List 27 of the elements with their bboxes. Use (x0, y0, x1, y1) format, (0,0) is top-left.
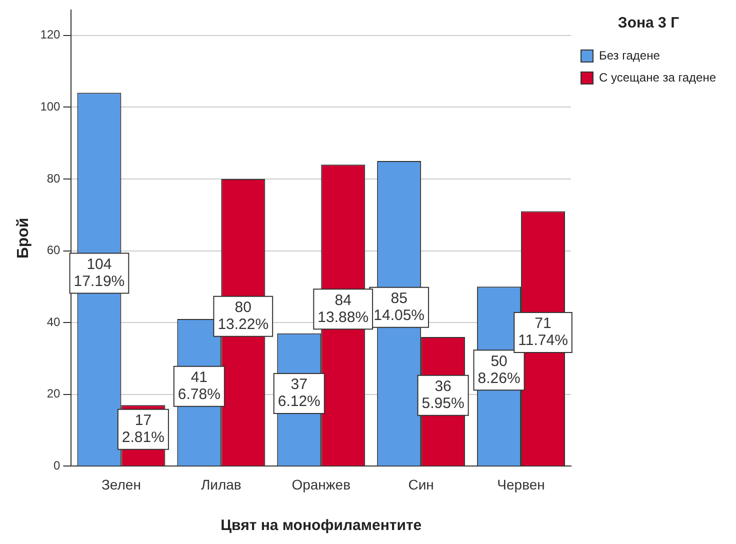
data-label: 36 5.95% (422, 378, 464, 412)
x-tick-label: Лилав (200, 476, 242, 492)
data-label: 71 11.74% (518, 315, 568, 350)
y-tick-label: 80 (46, 171, 61, 186)
data-label: 41 6.78% (178, 368, 220, 403)
y-tick-label: 40 (46, 314, 61, 329)
y-axis-title: Брой (15, 218, 32, 259)
x-tick-label: Син (408, 476, 434, 492)
x-tick-label: Оранжев (292, 476, 351, 492)
data-label: 17 2.81% (122, 412, 164, 446)
y-tick-label: 0 (54, 458, 61, 473)
y-tick-label: 20 (46, 386, 61, 401)
data-label: 50 8.26% (478, 352, 520, 387)
x-tick-label: Зелен (101, 476, 141, 492)
legend-label: Без гадене (599, 48, 660, 62)
y-tick-label: 60 (46, 243, 61, 258)
x-tick-label: Червен (497, 476, 545, 492)
y-tick-label: 120 (40, 28, 61, 42)
legend-label: С усещане за гадене (599, 70, 716, 84)
data-label: 84 13.88% (318, 292, 369, 326)
x-axis-title: Цвят на монофиламентите (220, 517, 422, 534)
y-tick-label: 100 (40, 99, 61, 114)
data-label: 37 6.12% (278, 376, 320, 410)
data-label: 80 13.22% (218, 298, 269, 333)
data-label: 104 17.19% (74, 256, 125, 290)
data-label: 85 14.05% (374, 290, 425, 324)
legend-title: Зона 3 Г (618, 14, 680, 32)
